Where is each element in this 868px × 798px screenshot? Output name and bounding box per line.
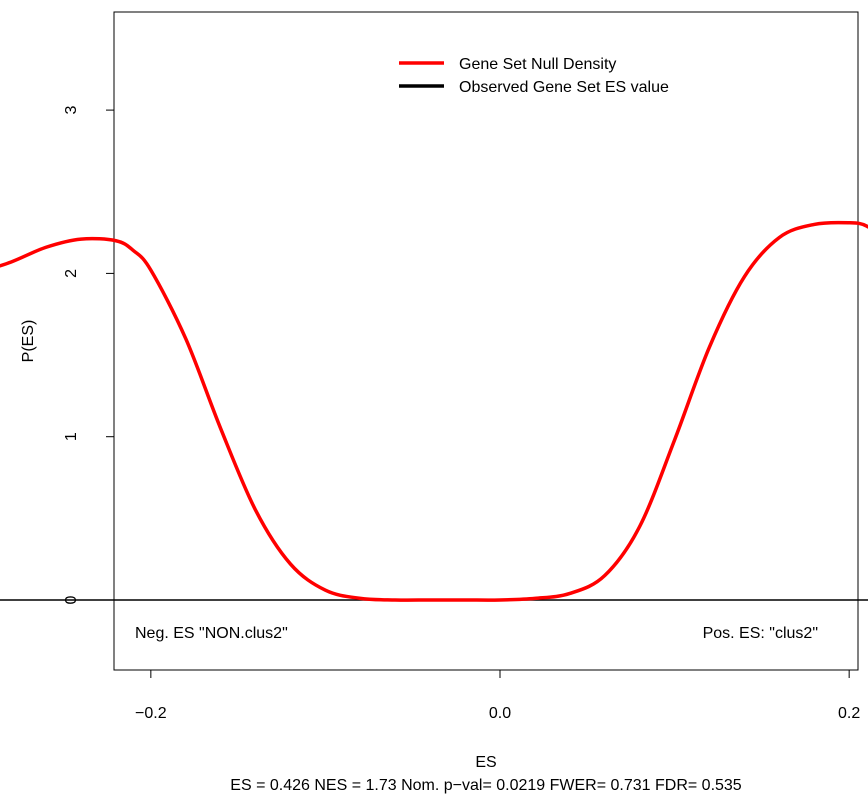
neg-es-annotation: Neg. ES "NON.clus2"	[135, 625, 288, 642]
legend: Gene Set Null Density Observed Gene Set …	[399, 56, 669, 96]
legend-label-observed-es: Observed Gene Set ES value	[459, 79, 669, 96]
y-axis-label: P(ES)	[20, 320, 37, 363]
legend-label-null-density: Gene Set Null Density	[459, 56, 616, 73]
pos-es-annotation: Pos. ES: "clus2"	[703, 625, 818, 642]
x-tick-label: 0.2	[838, 705, 860, 722]
y-tick-label: 3	[63, 106, 80, 115]
y-tick-label: 2	[63, 269, 80, 278]
x-tick-label: 0.0	[489, 705, 511, 722]
y-tick-label: 1	[63, 432, 80, 441]
x-axis-label: ES	[475, 754, 496, 771]
x-axis: −0.6−0.4−0.20.00.20.40.6	[135, 669, 860, 722]
x-tick-label: −0.2	[135, 705, 167, 722]
null-density-curve	[0, 220, 868, 602]
stats-footer: ES = 0.426 NES = 1.73 Nom. p−val= 0.0219…	[230, 777, 742, 794]
